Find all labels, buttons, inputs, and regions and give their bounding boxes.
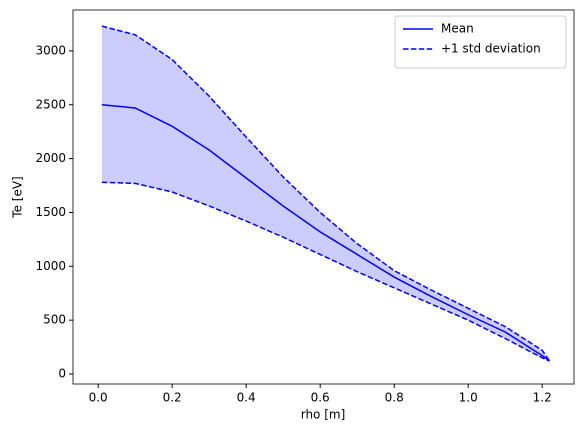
x-tick-label: 0.0 [89,391,108,405]
series-line [101,104,551,362]
y-tick-label: 500 [43,313,66,327]
x-tick-label: 0.8 [385,391,404,405]
y-axis-label: Te [eV] [11,176,25,218]
y-tick-label: 2500 [35,97,66,111]
legend-box [394,15,567,69]
legend-label: Mean [441,22,474,36]
x-tick-label: 1.2 [533,391,552,405]
y-tick-label: 0 [58,366,66,380]
x-tick-label: 0.2 [163,391,182,405]
x-tick-label: 0.4 [237,391,256,405]
x-tick-label: 0.6 [311,391,330,405]
series-line [101,25,551,362]
y-tick-label: 1500 [35,205,66,219]
axes-frame [72,9,575,385]
legend-label: +1 std deviation [441,42,541,56]
x-axis-label: rho [m] [301,408,346,422]
y-tick-label: 3000 [35,43,66,57]
std-band [101,26,550,362]
y-tick-label: 2000 [35,151,66,165]
series-line [101,181,550,362]
x-tick-label: 1.0 [459,391,478,405]
y-tick-label: 1000 [35,259,66,273]
